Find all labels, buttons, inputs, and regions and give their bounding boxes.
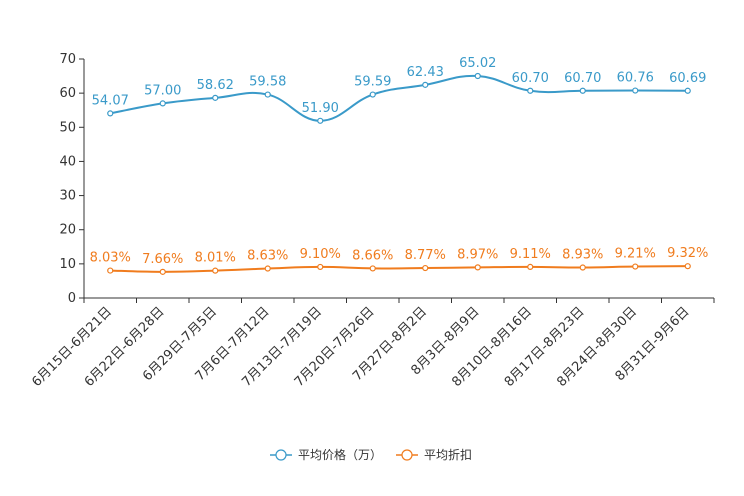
data-point[interactable] <box>579 87 586 94</box>
x-axis-ticks: 6月15日-6月21日6月22日-6月28日6月29日-7月5日7月6日-7月1… <box>29 298 715 390</box>
data-label: 59.58 <box>249 75 286 90</box>
y-tick-label: 10 <box>59 257 76 272</box>
data-label: 7.66% <box>142 252 183 267</box>
y-tick-label: 50 <box>59 120 76 135</box>
data-point[interactable] <box>632 263 639 270</box>
y-axis-ticks: 0 10 20 30 40 50 60 70 <box>59 52 84 306</box>
legend[interactable]: 平均价格（万） 平均折扣 <box>270 447 472 462</box>
data-label: 60.70 <box>512 71 549 86</box>
legend-marker <box>401 449 413 461</box>
data-label: 8.03% <box>90 251 131 266</box>
data-point[interactable] <box>684 263 691 270</box>
data-point[interactable] <box>264 265 271 272</box>
data-label: 8.66% <box>352 248 393 263</box>
data-label: 51.90 <box>302 101 339 116</box>
series-line-1 <box>110 265 688 273</box>
data-label: 60.76 <box>617 71 654 86</box>
data-point[interactable] <box>369 265 376 272</box>
data-point[interactable] <box>579 264 586 271</box>
data-point[interactable] <box>422 264 429 272</box>
legend-item-1[interactable]: 平均折扣 <box>396 447 472 462</box>
data-point[interactable] <box>474 72 481 80</box>
series-lines <box>110 74 688 273</box>
legend-item-0[interactable]: 平均价格（万） <box>270 447 382 462</box>
data-point[interactable] <box>212 94 219 101</box>
y-tick-label: 60 <box>59 86 76 101</box>
data-point[interactable] <box>422 81 429 88</box>
data-label: 8.01% <box>195 251 236 266</box>
data-label: 9.32% <box>667 246 708 261</box>
data-point[interactable] <box>684 87 691 94</box>
legend-marker <box>275 449 287 461</box>
y-tick-label: 0 <box>68 291 76 306</box>
data-label: 8.63% <box>247 249 288 264</box>
data-label: 8.93% <box>562 248 603 263</box>
data-label: 57.00 <box>144 83 181 98</box>
y-tick-label: 20 <box>59 223 76 238</box>
data-label: 60.70 <box>564 71 601 86</box>
y-tick-label: 40 <box>59 154 76 169</box>
data-point[interactable] <box>159 268 166 275</box>
data-label: 9.21% <box>615 247 656 262</box>
data-point[interactable] <box>317 263 324 271</box>
data-point[interactable] <box>317 117 324 124</box>
data-point[interactable] <box>369 91 376 98</box>
data-label: 8.77% <box>405 248 446 263</box>
data-label: 8.97% <box>457 247 498 262</box>
data-point[interactable] <box>107 110 114 117</box>
data-label: 59.59 <box>354 75 391 90</box>
series-points <box>107 72 691 275</box>
data-labels: 54.07 57.00 58.62 59.58 51.90 59.59 62.43 65.02… <box>90 56 709 267</box>
legend-label: 平均价格（万） <box>298 447 382 462</box>
data-point[interactable] <box>107 267 114 274</box>
data-point[interactable] <box>212 267 219 274</box>
data-point[interactable] <box>474 264 481 271</box>
data-point[interactable] <box>632 87 639 94</box>
data-label: 62.43 <box>407 65 444 80</box>
y-tick-label: 70 <box>59 52 76 67</box>
data-label: 54.07 <box>92 93 129 108</box>
data-label: 9.11% <box>510 247 551 262</box>
legend-label: 平均折扣 <box>424 447 472 462</box>
data-label: 65.02 <box>459 56 496 71</box>
data-label: 58.62 <box>197 78 234 93</box>
y-tick-label: 30 <box>59 189 76 204</box>
data-point[interactable] <box>264 91 271 98</box>
data-point[interactable] <box>527 87 534 94</box>
data-label: 9.10% <box>300 247 341 262</box>
data-label: 60.69 <box>669 71 706 86</box>
data-point[interactable] <box>527 263 534 270</box>
data-point[interactable] <box>159 100 166 107</box>
